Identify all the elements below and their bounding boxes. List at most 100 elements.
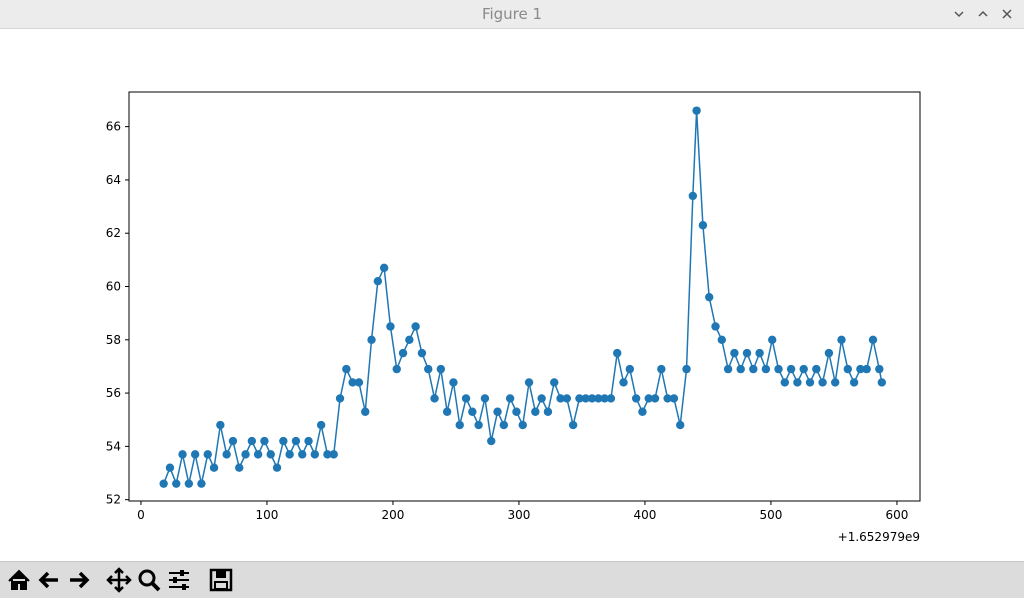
data-point <box>742 348 752 358</box>
data-point <box>260 436 269 446</box>
data-point <box>676 420 685 430</box>
data-point <box>493 407 502 416</box>
data-point <box>499 420 509 430</box>
data-point <box>235 463 244 472</box>
data-point <box>159 479 168 488</box>
data-point <box>361 407 370 416</box>
data-point <box>310 450 320 459</box>
data-point <box>430 394 439 403</box>
pan-button[interactable] <box>106 567 132 593</box>
data-point <box>184 479 194 488</box>
data-point <box>875 364 884 374</box>
data-point <box>405 335 414 344</box>
configure-button[interactable] <box>166 567 192 593</box>
data-point <box>417 348 427 358</box>
data-point <box>398 348 408 358</box>
data-point <box>411 322 420 331</box>
data-point <box>663 394 672 403</box>
data-point <box>329 450 338 459</box>
data-point <box>587 394 597 403</box>
toolbar <box>0 561 1024 598</box>
data-point <box>518 420 527 430</box>
x-tick-label: 200 <box>382 508 405 522</box>
data-point <box>348 378 357 387</box>
data-point <box>698 221 708 230</box>
data-point <box>736 364 745 374</box>
data-point <box>392 364 401 374</box>
save-button[interactable] <box>208 567 234 593</box>
data-point <box>304 436 313 446</box>
data-point <box>172 479 181 488</box>
data-point <box>780 378 790 387</box>
data-point <box>650 394 660 403</box>
data-point <box>774 364 783 374</box>
back-button[interactable] <box>36 567 62 593</box>
maximize-button[interactable] <box>978 10 988 17</box>
data-point <box>768 335 777 344</box>
data-point <box>868 335 878 344</box>
data-point <box>568 420 578 430</box>
data-point <box>524 378 534 387</box>
data-point <box>165 463 175 472</box>
data-point <box>877 378 887 387</box>
close-button[interactable] <box>1002 9 1012 19</box>
data-point <box>241 450 250 459</box>
data-point <box>812 364 821 374</box>
data-point <box>323 450 332 459</box>
data-point <box>247 436 257 446</box>
data-point <box>512 407 521 416</box>
x-tick-label: 300 <box>508 508 531 522</box>
zoom-button[interactable] <box>136 567 162 593</box>
window-controls <box>954 9 1012 19</box>
data-point <box>178 450 187 459</box>
data-point <box>285 450 294 459</box>
x-tick-label: 100 <box>256 508 279 522</box>
data-point <box>805 378 815 387</box>
data-point <box>575 394 584 403</box>
data-point <box>594 394 603 403</box>
x-tick-label: 600 <box>885 508 908 522</box>
data-point <box>379 263 389 273</box>
data-point <box>228 436 238 446</box>
data-point <box>436 364 446 374</box>
data-point <box>613 348 622 358</box>
data-point <box>316 420 326 430</box>
y-tick-label: 56 <box>106 386 121 400</box>
forward-button[interactable] <box>66 567 92 593</box>
data-point <box>657 364 666 374</box>
data-point <box>730 348 739 358</box>
x-offset-label: +1.652979e9 <box>838 530 920 544</box>
data-point <box>669 394 679 403</box>
data-point <box>818 378 827 387</box>
data-point <box>711 322 720 331</box>
data-point <box>505 394 515 403</box>
data-point <box>203 450 212 459</box>
minimize-button[interactable] <box>954 11 964 18</box>
data-point <box>216 420 225 430</box>
data-point <box>761 364 771 374</box>
data-point <box>619 378 628 387</box>
y-tick-label: 58 <box>106 333 121 347</box>
data-point <box>581 394 590 403</box>
figure: 52 54 56 58 60 62 64 66 0 100 200 300 400 500 600 +1.65… <box>106 91 921 544</box>
data-point <box>531 407 540 416</box>
data-point <box>209 463 219 472</box>
data-point <box>638 407 647 416</box>
home-button[interactable] <box>6 567 32 593</box>
data-point <box>298 450 307 459</box>
x-tick-label: 500 <box>759 508 782 522</box>
data-point <box>631 394 641 403</box>
axes-frame <box>128 91 921 502</box>
data-point <box>705 292 714 302</box>
data-point <box>793 378 802 387</box>
data-point <box>799 364 808 374</box>
data-point <box>442 407 452 416</box>
data-point <box>537 394 546 403</box>
data-point <box>625 364 635 374</box>
data-point <box>644 394 653 403</box>
data-point <box>487 436 496 446</box>
data-point <box>197 479 206 488</box>
data-point <box>849 378 859 387</box>
y-tick-label: 60 <box>106 280 121 294</box>
